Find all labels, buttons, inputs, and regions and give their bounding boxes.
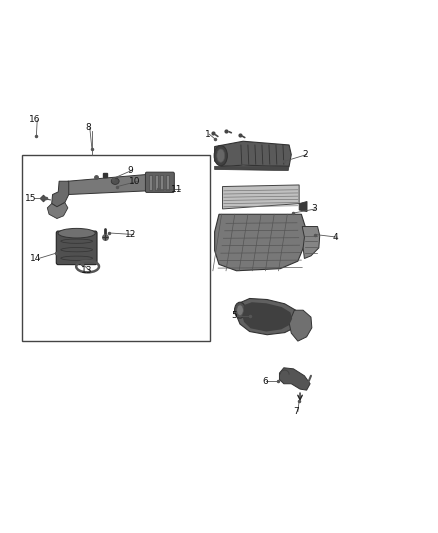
Polygon shape (47, 203, 68, 219)
Text: 9: 9 (127, 166, 133, 175)
Ellipse shape (237, 305, 244, 316)
Bar (149, 175, 152, 190)
Ellipse shape (111, 178, 119, 184)
Polygon shape (289, 310, 312, 341)
Polygon shape (299, 201, 307, 212)
Text: 15: 15 (25, 194, 37, 203)
Polygon shape (68, 174, 149, 195)
Text: 10: 10 (129, 177, 141, 185)
Ellipse shape (58, 228, 95, 238)
Ellipse shape (235, 302, 245, 318)
Ellipse shape (214, 146, 227, 166)
Polygon shape (302, 227, 320, 259)
Polygon shape (52, 181, 69, 207)
Text: 16: 16 (28, 116, 40, 124)
Text: 13: 13 (81, 266, 92, 275)
Text: 3: 3 (311, 205, 317, 213)
FancyBboxPatch shape (145, 172, 174, 192)
Text: 6: 6 (262, 377, 268, 385)
Text: 14: 14 (30, 254, 41, 263)
Bar (22, 155, 210, 341)
Text: 11: 11 (171, 185, 182, 193)
Bar (160, 175, 163, 190)
Polygon shape (237, 298, 298, 335)
FancyBboxPatch shape (56, 231, 97, 264)
Bar (155, 175, 158, 190)
Text: 4: 4 (333, 233, 339, 241)
Text: 5: 5 (231, 311, 237, 320)
Polygon shape (279, 368, 310, 390)
Text: 1: 1 (205, 130, 211, 139)
Text: 7: 7 (293, 407, 299, 416)
Polygon shape (215, 214, 306, 271)
Polygon shape (223, 185, 299, 209)
Polygon shape (215, 141, 291, 166)
Polygon shape (242, 302, 292, 332)
Ellipse shape (217, 149, 225, 163)
Text: 8: 8 (85, 124, 91, 132)
Polygon shape (215, 166, 289, 171)
Text: 2: 2 (302, 150, 308, 159)
Bar (166, 175, 169, 190)
Text: 12: 12 (125, 230, 136, 239)
